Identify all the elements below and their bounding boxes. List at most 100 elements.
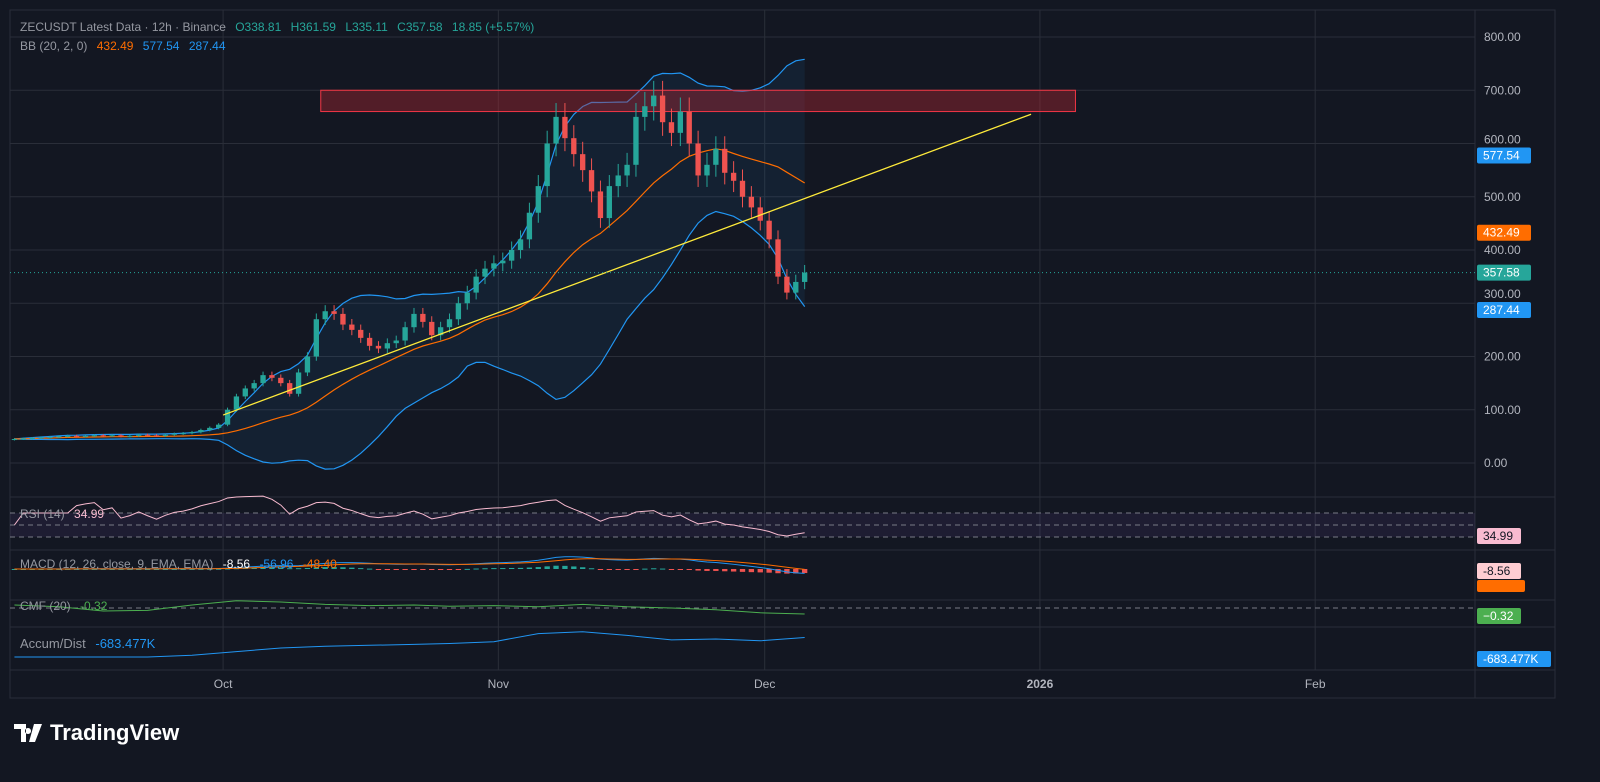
cmf-badge-text: −0.32: [1483, 609, 1514, 623]
ad-legend-value: -683.477K: [95, 636, 156, 651]
candle: [127, 435, 133, 437]
macd-histogram-bar: [464, 568, 470, 570]
macd-histogram-bar: [526, 567, 533, 569]
candle: [136, 434, 142, 436]
macd-histogram-bar: [615, 569, 621, 570]
cmf-badge: −0.32: [1477, 608, 1521, 624]
candle: [580, 154, 586, 171]
macd-histogram-bar: [446, 569, 453, 570]
candle: [260, 375, 266, 384]
macd-signal-line: [14, 558, 805, 570]
candle: [766, 220, 772, 240]
x-tick-label: Oct: [214, 677, 233, 691]
macd-histogram-bar: [429, 569, 435, 570]
ad-badge: -683.477K: [1477, 651, 1551, 667]
macd-histogram-bar: [535, 567, 541, 569]
candle: [144, 434, 151, 436]
rsi-badge: 34.99: [1477, 528, 1521, 544]
candle: [659, 95, 666, 123]
bb-basis-badge-text: 432.49: [1483, 226, 1520, 240]
candle: [402, 327, 408, 341]
candle: [473, 276, 479, 293]
logo-text: TradingView: [50, 720, 180, 745]
macd-histogram-bar: [287, 568, 293, 570]
macd-histogram-bar: [82, 568, 89, 570]
candle: [20, 438, 26, 440]
macd-histogram-bar: [349, 567, 355, 569]
candle: [597, 191, 604, 219]
bb-upper-badge: 577.54: [1477, 147, 1531, 164]
macd-histogram-bar: [269, 567, 275, 569]
candle: [713, 148, 719, 165]
candle: [668, 122, 675, 133]
bb-basis-badge: 432.49: [1477, 224, 1531, 241]
bb-label: BB (20, 2, 0): [20, 39, 88, 53]
tradingview-logo[interactable]: TradingView: [14, 720, 179, 746]
bb-basis-badge-bg: [1477, 224, 1531, 241]
symbol-title: ZECUSDT Latest Data · 12h · Binance: [20, 20, 226, 34]
macd-histogram-bar: [366, 568, 373, 570]
macd-histogram-bar: [713, 569, 719, 571]
macd-histogram-bar: [482, 568, 488, 570]
bb-upper-badge-text: 577.54: [1483, 148, 1520, 162]
macd-histogram-bar: [313, 567, 319, 569]
macd-histogram-bar: [215, 568, 222, 570]
y-tick-label: 0.00: [1484, 456, 1508, 470]
symbol-legend: ZECUSDT Latest Data · 12h · Binance O338…: [20, 20, 540, 34]
open-value: O338.81: [235, 20, 282, 34]
candle: [224, 409, 231, 425]
bb-lower-badge-text: 287.44: [1483, 303, 1520, 317]
macd-histogram-bar: [393, 569, 399, 570]
candle: [775, 239, 781, 277]
macd-histogram-bar: [562, 565, 568, 569]
candle: [56, 436, 62, 438]
macd-histogram-bar: [775, 569, 781, 574]
candle: [437, 327, 444, 336]
x-tick-label: Nov: [488, 677, 509, 691]
candle: [686, 111, 692, 144]
macd-histogram-bar: [91, 568, 98, 570]
candle: [278, 377, 284, 384]
bb-basis-value: 432.49: [96, 39, 134, 53]
ad-legend[interactable]: Accum/Dist -683.477K: [20, 636, 161, 651]
candle: [757, 207, 763, 221]
bb-lower-badge-bg: [1477, 301, 1531, 318]
macd-histogram-bar: [340, 567, 346, 569]
ad-label: Accum/Dist: [20, 636, 86, 651]
candle: [91, 435, 98, 437]
bb-lower-line: [14, 210, 806, 470]
bb-legend[interactable]: BB (20, 2, 0) 432.49 577.54 287.44: [20, 39, 232, 53]
rsi-legend[interactable]: RSI (14) 34.99: [20, 507, 110, 521]
candle: [429, 321, 435, 336]
macd-histogram-bar: [358, 568, 364, 570]
candle: [571, 138, 577, 155]
macd-histogram-bar: [473, 568, 479, 570]
candle: [624, 164, 630, 176]
candle: [455, 303, 462, 320]
candle: [384, 343, 391, 349]
ad-badge-bg: [1477, 651, 1551, 667]
y-tick-label: 600.00: [1484, 132, 1521, 146]
resistance-zone: [320, 89, 1076, 113]
macd-histogram-bar: [491, 568, 497, 570]
candle: [358, 329, 364, 338]
macd-histogram-bar: [695, 569, 701, 571]
candle: [801, 272, 808, 282]
macd-histogram-bar: [686, 569, 692, 570]
candle: [207, 427, 213, 430]
bb-upper-value: 577.54: [142, 39, 180, 53]
last-price-badge-text: 357.58: [1483, 266, 1520, 280]
candle: [287, 383, 293, 394]
candle: [500, 260, 506, 264]
candle: [65, 435, 71, 437]
candle: [588, 170, 595, 192]
macd-legend[interactable]: MACD (12, 26, close, 9, EMA, EMA) -8.56 …: [20, 557, 343, 571]
macd-histogram-bar: [171, 568, 177, 570]
macd-histogram-bar: [748, 569, 755, 573]
high-value: H361.59: [290, 20, 336, 34]
candle: [118, 435, 124, 437]
candle: [73, 435, 80, 437]
cmf-legend[interactable]: CMF (20) -0.32: [20, 599, 113, 613]
candle: [615, 175, 621, 187]
